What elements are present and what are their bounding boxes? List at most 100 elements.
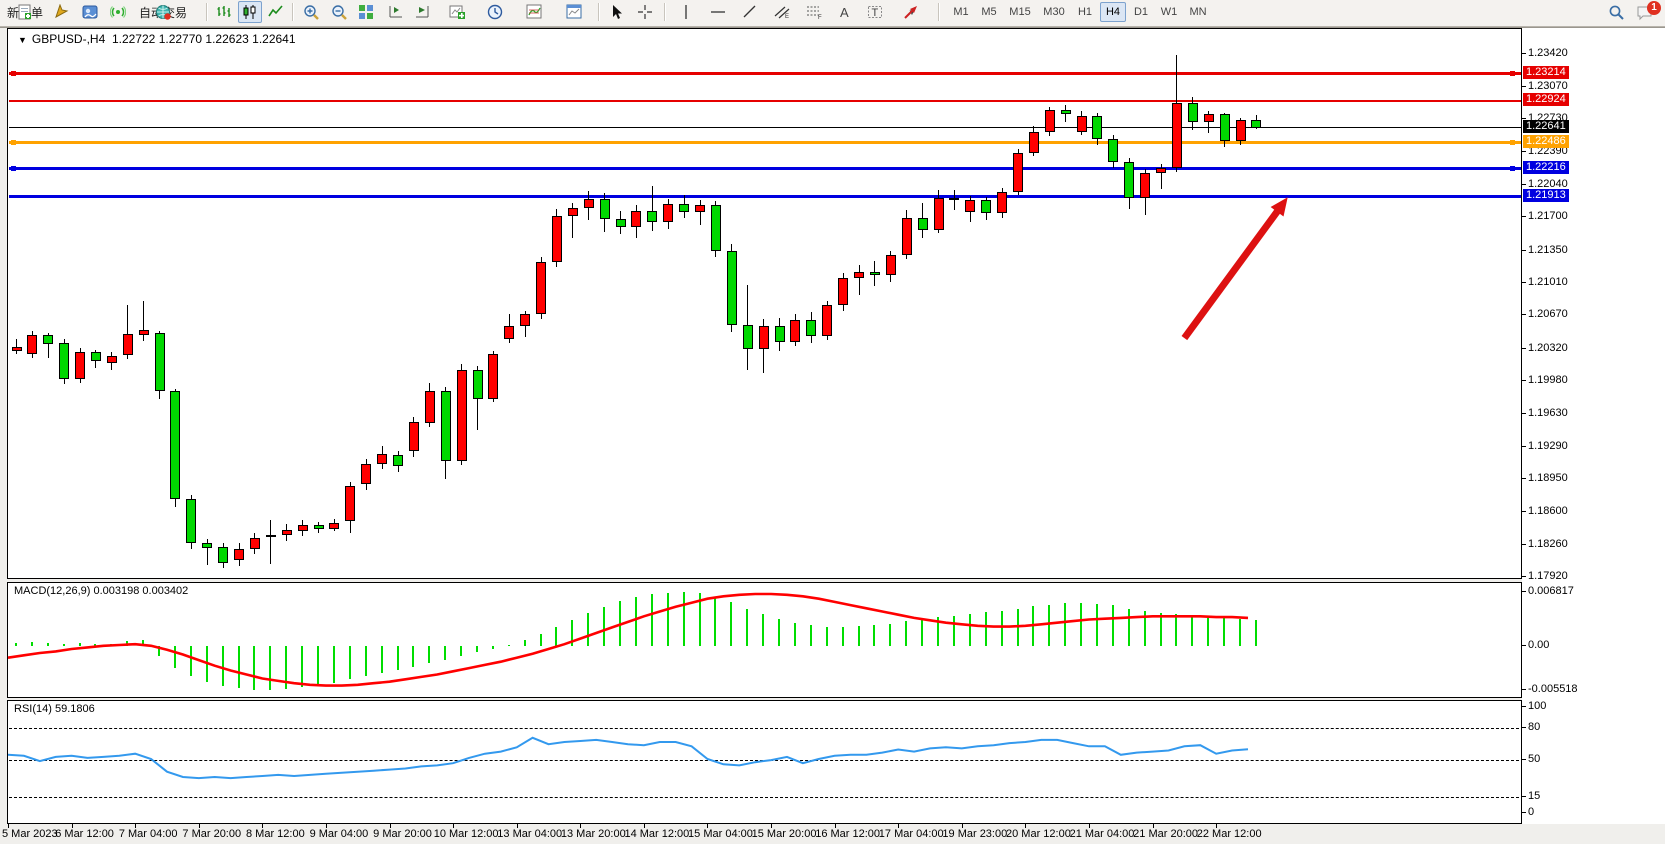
price-tag-1.21913: 1.21913 xyxy=(1523,189,1569,203)
rsi-axis-label: 100 xyxy=(1528,700,1547,712)
candle-body xyxy=(408,421,419,452)
candle-body xyxy=(456,369,467,461)
macd-histogram-bar xyxy=(30,641,33,646)
chart-title: ▼ GBPUSD-,H4 1.22722 1.22770 1.22623 1.22… xyxy=(18,32,296,46)
periods-button[interactable]: ▼ xyxy=(478,1,512,23)
macd-histogram-bar xyxy=(825,626,828,646)
candle-body xyxy=(1251,119,1262,128)
line-handle[interactable] xyxy=(1510,139,1515,145)
text-label-tool[interactable]: T xyxy=(862,1,888,23)
new-order-button[interactable]: 新订单 xyxy=(2,1,48,23)
auto-trading-button[interactable]: 自动交易 xyxy=(134,1,192,23)
candle-body xyxy=(726,250,737,325)
price-chart-panel[interactable]: ▼ GBPUSD-,H4 1.22722 1.22770 1.22623 1.22… xyxy=(7,28,1522,579)
candle-body xyxy=(313,524,324,529)
candle-body xyxy=(710,204,721,251)
channel-tool[interactable]: E xyxy=(768,1,796,23)
price-axis-tick xyxy=(1522,249,1526,251)
price-tag-1.22924: 1.22924 xyxy=(1523,93,1569,107)
text-tool[interactable]: A xyxy=(832,1,858,23)
line-handle[interactable] xyxy=(11,139,16,145)
horizontal-line-tool[interactable] xyxy=(704,1,732,23)
macd-histogram-bar xyxy=(269,645,272,690)
trendline-tool[interactable] xyxy=(736,1,764,23)
time-axis[interactable]: 5 Mar 2023 6 Mar 12:00 7 Mar 04:00 7 Mar 20… xyxy=(0,824,1665,844)
line-handle[interactable] xyxy=(11,165,16,171)
candle-body xyxy=(854,271,865,279)
price-axis[interactable]: 1.23420 1.23070 1.22730 1.22390 1.22040 1.217… xyxy=(1522,28,1665,824)
candle-body xyxy=(265,535,276,538)
timeframe-button-h4[interactable]: H4 xyxy=(1100,2,1126,22)
new-chart-button[interactable]: ▼ xyxy=(440,1,474,23)
horizontal-line-1.22641[interactable] xyxy=(9,127,1521,129)
fibonacci-tool[interactable]: F xyxy=(800,1,828,23)
svg-text:E: E xyxy=(785,14,789,20)
bar-chart-button[interactable] xyxy=(212,1,236,23)
timeframe-button-m5[interactable]: M5 xyxy=(981,6,997,18)
macd-histogram-bar xyxy=(937,617,940,646)
time-axis-tick xyxy=(707,824,709,828)
macd-histogram-bar xyxy=(205,645,208,682)
rsi-axis-tick xyxy=(1522,812,1526,813)
timeframe-button-w1[interactable]: W1 xyxy=(1160,6,1178,18)
timeframe-button-mn[interactable]: MN xyxy=(1189,6,1207,18)
horizontal-line-1.22216[interactable] xyxy=(9,166,1521,170)
chart-menu-caret-icon[interactable]: ▼ xyxy=(18,35,27,45)
cursor-icon xyxy=(613,5,622,19)
ohlc-high: 1.22770 xyxy=(158,32,203,46)
macd-histogram-bar xyxy=(857,626,860,646)
macd-histogram-bar xyxy=(730,602,733,646)
time-axis-label: 10 Mar 12:00 xyxy=(433,828,499,840)
horizontal-line-1.22486[interactable] xyxy=(9,140,1521,144)
line-handle[interactable] xyxy=(1510,165,1515,171)
line-chart-button[interactable] xyxy=(264,1,288,23)
rsi-indicator-panel[interactable]: RSI(14) 59.1806 xyxy=(7,700,1522,824)
arrows-tool[interactable]: ▼ xyxy=(892,1,930,23)
candle-body xyxy=(249,538,260,550)
search-button[interactable] xyxy=(1604,1,1628,23)
macd-histogram-bar xyxy=(62,644,65,646)
price-axis-tick-label: 1.20670 xyxy=(1528,308,1568,321)
time-axis-tick xyxy=(961,824,963,828)
timeframe-button-h1[interactable]: H1 xyxy=(1077,6,1093,18)
rsi-level-15 xyxy=(9,797,1519,799)
ohlc-low: 1.22623 xyxy=(205,32,249,46)
price-tag-1.22486: 1.22486 xyxy=(1523,134,1569,148)
cursor-trade-button[interactable] xyxy=(50,1,74,23)
horizontal-line-1.23214[interactable] xyxy=(9,71,1521,75)
vertical-line-tool[interactable] xyxy=(672,1,700,23)
macd-indicator-panel[interactable]: MACD(12,26,9) 0.003198 0.003402 xyxy=(7,582,1522,698)
candle-body xyxy=(885,255,896,276)
crosshair-mode-button[interactable] xyxy=(632,1,658,23)
macd-histogram-bar xyxy=(1254,620,1257,646)
candle-body xyxy=(186,499,197,543)
zoom-in-button[interactable] xyxy=(298,1,324,23)
market-watch-button[interactable] xyxy=(78,1,102,23)
horizontal-line-1.22924[interactable] xyxy=(9,99,1521,102)
auto-scroll-button[interactable] xyxy=(384,1,408,23)
zoom-out-button[interactable] xyxy=(326,1,352,23)
templates-button[interactable]: ▼ xyxy=(556,1,592,23)
chart-shift-button[interactable] xyxy=(410,1,434,23)
horizontal-line-1.21913[interactable] xyxy=(9,195,1521,199)
timeframe-button-d1[interactable]: D1 xyxy=(1133,6,1149,18)
svg-text:A: A xyxy=(840,5,849,20)
cursor-mode-button[interactable] xyxy=(604,1,630,23)
tile-windows-button[interactable] xyxy=(354,1,378,23)
macd-histogram-bar xyxy=(173,645,176,669)
timeframe-button-m30[interactable]: M30 xyxy=(1043,6,1065,18)
macd-histogram-bar xyxy=(682,591,685,646)
candle-body xyxy=(393,455,404,466)
signals-button[interactable] xyxy=(106,1,130,23)
line-handle[interactable] xyxy=(11,70,16,76)
candle-body xyxy=(806,320,817,337)
line-handle[interactable] xyxy=(1510,70,1515,76)
indicators-button[interactable]: ▼ xyxy=(516,1,552,23)
candle-body xyxy=(758,325,769,349)
timeframe-button-m15[interactable]: M15 xyxy=(1009,6,1031,18)
chart-shift-icon xyxy=(416,6,429,18)
candlestick-chart-button[interactable] xyxy=(238,1,262,23)
notifications-button[interactable]: 1 xyxy=(1630,1,1661,23)
timeframe-button-m1[interactable]: M1 xyxy=(953,6,969,18)
